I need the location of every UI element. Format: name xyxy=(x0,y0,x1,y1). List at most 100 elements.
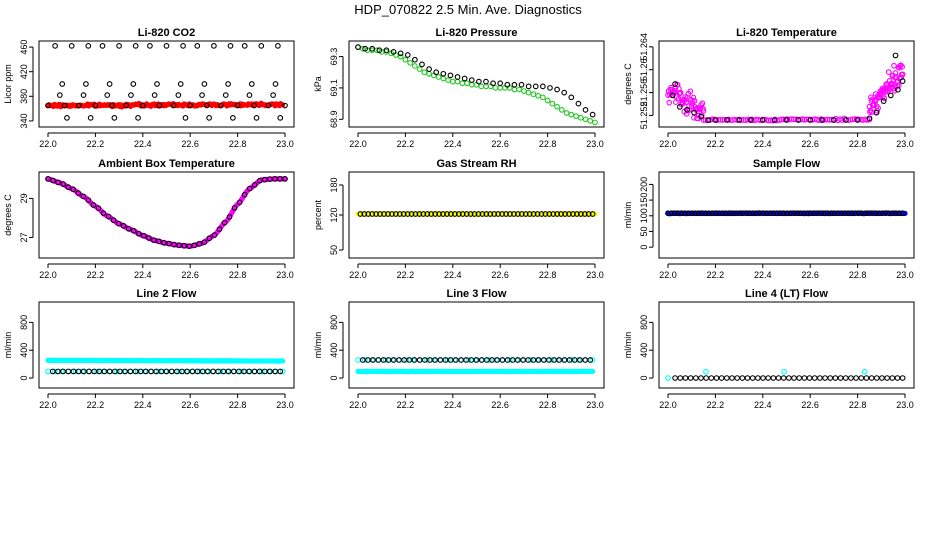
sample_black-point xyxy=(675,210,682,217)
line4-y-tick-label: 400 xyxy=(639,343,649,358)
line3_black-point xyxy=(483,357,490,363)
sample_black-point xyxy=(719,210,726,217)
line4_black-point xyxy=(899,375,906,381)
ambient_black-point xyxy=(85,197,92,204)
temp_black-point xyxy=(892,52,899,59)
line3_cyan_high-point xyxy=(589,357,596,363)
rh-y-tick-label: 50 xyxy=(329,245,339,255)
sample_black-point xyxy=(865,210,872,217)
sample_black-point xyxy=(879,210,886,217)
temperature-title: Li-820 Temperature xyxy=(736,27,837,39)
line2-ylabel: ml/min xyxy=(3,332,13,359)
line4_black-point xyxy=(692,375,699,381)
pressure_black-point xyxy=(419,61,425,68)
rh-x-tick-label: 22.8 xyxy=(539,270,557,280)
rh-y-tick-label: 120 xyxy=(329,207,339,222)
sample_black-point xyxy=(780,210,787,217)
line3_black-point xyxy=(478,357,485,363)
line3_black-point xyxy=(520,357,526,363)
line2_black-point xyxy=(184,368,191,375)
temp_magenta_a-point xyxy=(687,88,694,95)
pressure_green-point xyxy=(573,113,579,120)
pressure_black-point xyxy=(525,83,532,90)
ambient_black-point xyxy=(196,240,203,247)
rh_black-point xyxy=(467,211,474,217)
line2_black-point xyxy=(173,368,180,375)
sample_black-point xyxy=(722,210,729,217)
pressure_green-point xyxy=(359,45,366,52)
line4_black-point xyxy=(837,375,844,381)
co2_black-point xyxy=(130,81,137,87)
sample_black-point xyxy=(875,210,882,217)
line3_black-point xyxy=(546,357,552,363)
pressure_green-point xyxy=(582,116,589,123)
line2_black-point xyxy=(122,368,128,375)
pressure_green-point xyxy=(535,92,541,99)
co2_black-point xyxy=(230,114,236,121)
rh_black-point xyxy=(499,211,505,217)
sample_black-point xyxy=(882,210,889,217)
line4_black-point xyxy=(889,375,896,381)
temp_black-point xyxy=(669,92,676,99)
sample_black-point xyxy=(811,210,818,217)
pressure-series-group xyxy=(355,44,598,126)
panel-sample: Sample Flow ml/min 22.0 22.2 22.4 22.6 22.8 23.… xyxy=(623,158,915,280)
co2_black-point xyxy=(139,102,146,109)
co2_black-point xyxy=(92,102,99,109)
pressure_black-point xyxy=(540,83,546,90)
line4_black-point xyxy=(754,375,761,381)
temp_black-point xyxy=(795,117,802,123)
line3_black-point xyxy=(556,357,563,363)
rh-x-tick-label: 22.6 xyxy=(491,270,509,280)
line3_black-point xyxy=(463,357,470,363)
rh_black-point xyxy=(570,211,576,217)
line3-plot-frame xyxy=(348,301,605,389)
line4_black-point xyxy=(863,375,870,381)
line4_black-point xyxy=(698,375,704,381)
sample_black-point xyxy=(848,210,855,217)
sample_black-point xyxy=(756,210,763,217)
pressure_black-point xyxy=(568,94,575,101)
line2-y-tick-label: 800 xyxy=(19,315,29,330)
line4_black-point xyxy=(884,375,890,381)
pressure-y-tick-label: 68.9 xyxy=(329,111,339,129)
temperature-x-tick-label: 22.6 xyxy=(801,139,819,149)
line3_black-point xyxy=(416,357,423,363)
co2_black-point xyxy=(85,42,92,49)
co2_black-point xyxy=(246,92,253,98)
line3_black-point xyxy=(489,357,495,363)
pressure-x-tick-label: 23.0 xyxy=(586,139,604,149)
pressure_black-point xyxy=(362,45,368,52)
sample_black-point xyxy=(814,210,821,217)
line2_black-point xyxy=(148,368,154,375)
line3_cyan_high-point xyxy=(403,357,410,363)
line4_black-point xyxy=(817,375,823,381)
sample_black-point xyxy=(787,210,794,217)
sample-title: Sample Flow xyxy=(753,158,821,170)
sample_black-point xyxy=(794,210,801,217)
line3_black-point xyxy=(370,357,376,363)
line3_black-point xyxy=(411,357,418,363)
temp_magenta_a-point xyxy=(675,95,682,102)
ambient_black-point xyxy=(70,186,77,193)
sample_black-point xyxy=(892,210,899,217)
rh-x-tick-label: 22.0 xyxy=(349,270,367,280)
rh_black-point xyxy=(440,211,446,217)
temp_black-point xyxy=(672,81,678,87)
line4_black-point xyxy=(760,375,766,381)
pressure_black-point xyxy=(511,81,518,88)
pressure_black-point xyxy=(518,81,525,88)
sample_black-point xyxy=(767,210,773,217)
co2_black-point xyxy=(199,92,205,98)
line4_black-point xyxy=(744,375,751,381)
rh_black-point xyxy=(369,211,376,217)
panel-line4: Line 4 (LT) Flow ml/min 22.0 22.2 22.4 22.6 22… xyxy=(623,288,915,410)
sample_black-point xyxy=(804,210,811,217)
co2-y-tick-label: 380 xyxy=(19,89,29,104)
line2_cyan_low-point xyxy=(238,368,245,375)
pressure-y-tick-label: 69.3 xyxy=(329,48,339,66)
temp_black-point xyxy=(691,109,697,116)
rh-title: Gas Stream RH xyxy=(436,158,516,170)
rh_black-point xyxy=(459,211,466,217)
pressure_black-point xyxy=(497,80,504,87)
